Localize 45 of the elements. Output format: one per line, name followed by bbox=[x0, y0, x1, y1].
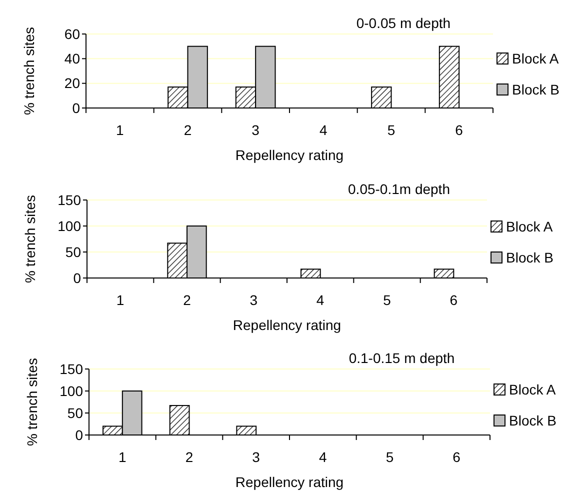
y-tick-label: 150 bbox=[60, 360, 84, 377]
x-tick-label: 6 bbox=[452, 449, 461, 465]
y-tick-label: 60 bbox=[64, 26, 80, 42]
y-tick-label: 100 bbox=[60, 382, 84, 399]
x-tick-label: 5 bbox=[383, 292, 392, 308]
y-axis-title: % trench sites bbox=[24, 358, 40, 446]
x-tick-label: 2 bbox=[184, 122, 192, 138]
legend-label: Block A bbox=[512, 50, 560, 66]
x-axis-title: Repellency rating bbox=[232, 317, 342, 333]
x-tick-label: 3 bbox=[252, 122, 260, 138]
legend-label: Block B bbox=[512, 81, 560, 98]
legend-label: Block B bbox=[506, 249, 554, 266]
x-tick-label: 4 bbox=[316, 292, 324, 308]
x-tick-label: 4 bbox=[320, 122, 328, 138]
y-tick-label: 50 bbox=[67, 404, 84, 421]
y-tick-label: 40 bbox=[64, 50, 80, 67]
y-tick-label: 150 bbox=[58, 192, 82, 208]
y-tick-label: 0 bbox=[75, 426, 84, 443]
x-axis-title: Repellency rating bbox=[235, 474, 344, 490]
y-tick-label: 50 bbox=[65, 244, 82, 260]
x-tick-label: 2 bbox=[183, 292, 192, 308]
y-tick-label: 20 bbox=[64, 75, 80, 92]
chart-title: 0-0.05 m depth bbox=[356, 15, 451, 31]
x-tick-label: 2 bbox=[185, 449, 194, 465]
y-tick-label: 0 bbox=[72, 100, 80, 116]
x-tick-label: 4 bbox=[319, 449, 328, 465]
y-tick-label: 100 bbox=[58, 218, 82, 234]
y-tick-label: 0 bbox=[73, 270, 82, 286]
x-axis-title: Repellency rating bbox=[235, 147, 344, 163]
x-tick-label: 6 bbox=[455, 122, 464, 138]
legend-label: Block A bbox=[509, 381, 556, 398]
x-tick-label: 1 bbox=[116, 292, 124, 308]
chart-title: 0.05-0.1m depth bbox=[348, 181, 450, 197]
x-tick-label: 1 bbox=[118, 449, 127, 465]
legend-label: Block A bbox=[506, 218, 554, 234]
y-axis-title: % trench sites bbox=[21, 27, 37, 115]
x-tick-label: 1 bbox=[116, 122, 124, 138]
x-tick-label: 6 bbox=[450, 292, 458, 308]
x-tick-label: 3 bbox=[250, 292, 258, 308]
chart-title: 0.1-0.15 m depth bbox=[348, 350, 455, 366]
x-tick-label: 5 bbox=[387, 122, 396, 138]
x-tick-label: 3 bbox=[252, 449, 260, 465]
y-axis-title: % trench sites bbox=[22, 195, 38, 283]
legend-label: Block B bbox=[509, 412, 556, 428]
x-tick-label: 5 bbox=[386, 449, 394, 465]
